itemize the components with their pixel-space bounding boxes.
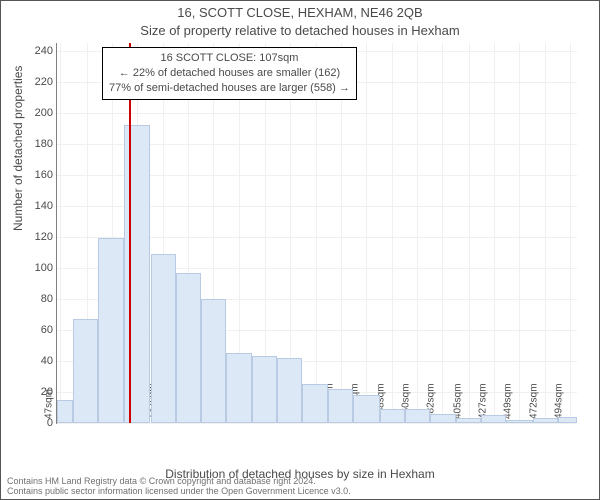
histogram-bar [481, 415, 506, 423]
y-tick-label: 100 [35, 262, 57, 274]
grid-line-v [469, 43, 470, 423]
y-tick-label: 40 [41, 355, 57, 367]
grid-line-v [442, 43, 443, 423]
histogram-bar [533, 418, 558, 423]
y-axis-label: Number of detached properties [11, 66, 25, 231]
histogram-bar [73, 319, 98, 423]
histogram-bar [405, 409, 430, 423]
grid-line-v [519, 43, 520, 423]
grid-line-v [545, 43, 546, 423]
histogram-bar [353, 395, 379, 423]
histogram-bar [151, 254, 176, 423]
histogram-bar [380, 409, 405, 423]
grid-line-v [341, 43, 342, 423]
grid-line-v [392, 43, 393, 423]
y-tick-label: 180 [35, 138, 57, 150]
histogram-bar [98, 238, 124, 423]
histogram-bar [302, 384, 328, 423]
reference-line [129, 43, 131, 423]
x-tick-label: 472sqm [529, 383, 540, 423]
y-tick-label: 120 [35, 231, 57, 243]
footer-line-2: Contains public sector information licen… [7, 487, 351, 497]
histogram-bar [456, 418, 481, 423]
histogram-bar [252, 356, 277, 423]
histogram-bar [430, 414, 456, 423]
footer-attribution: Contains HM Land Registry data © Crown c… [7, 477, 351, 497]
grid-line-v [417, 43, 418, 423]
histogram-bar [506, 420, 532, 423]
grid-line-h [57, 423, 577, 424]
histogram-bar [558, 417, 577, 423]
histogram-bar [226, 353, 252, 423]
histogram-bar [277, 358, 302, 423]
histogram-bar [328, 389, 353, 423]
info-line-3: 77% of semi-detached houses are larger (… [109, 81, 350, 96]
y-tick-label: 160 [35, 169, 57, 181]
grid-line-v [316, 43, 317, 423]
histogram-bar [201, 299, 226, 423]
info-box: 16 SCOTT CLOSE: 107sqm ← 22% of detached… [102, 47, 357, 100]
y-tick-label: 200 [35, 107, 57, 119]
address-title: 16, SCOTT CLOSE, HEXHAM, NE46 2QB [1, 5, 599, 20]
y-tick-label: 60 [41, 324, 57, 336]
plot-area: 02040608010012014016018020022024047sqm70… [56, 43, 577, 424]
histogram-bar [57, 400, 73, 423]
info-line-1: 16 SCOTT CLOSE: 107sqm [109, 51, 350, 66]
y-tick-label: 220 [35, 76, 57, 88]
info-line-2: ← 22% of detached houses are smaller (16… [109, 66, 350, 81]
grid-line-v [60, 43, 61, 423]
histogram-bar [176, 273, 201, 423]
grid-line-h [57, 113, 577, 114]
chart-container: 16, SCOTT CLOSE, HEXHAM, NE46 2QB Size o… [0, 0, 600, 500]
x-tick-label: 47sqm [44, 389, 55, 423]
chart-subtitle: Size of property relative to detached ho… [1, 23, 599, 38]
grid-line-v [366, 43, 367, 423]
y-tick-label: 80 [41, 293, 57, 305]
y-tick-label: 240 [35, 45, 57, 57]
y-tick-label: 140 [35, 200, 57, 212]
grid-line-v [570, 43, 571, 423]
grid-line-v [494, 43, 495, 423]
